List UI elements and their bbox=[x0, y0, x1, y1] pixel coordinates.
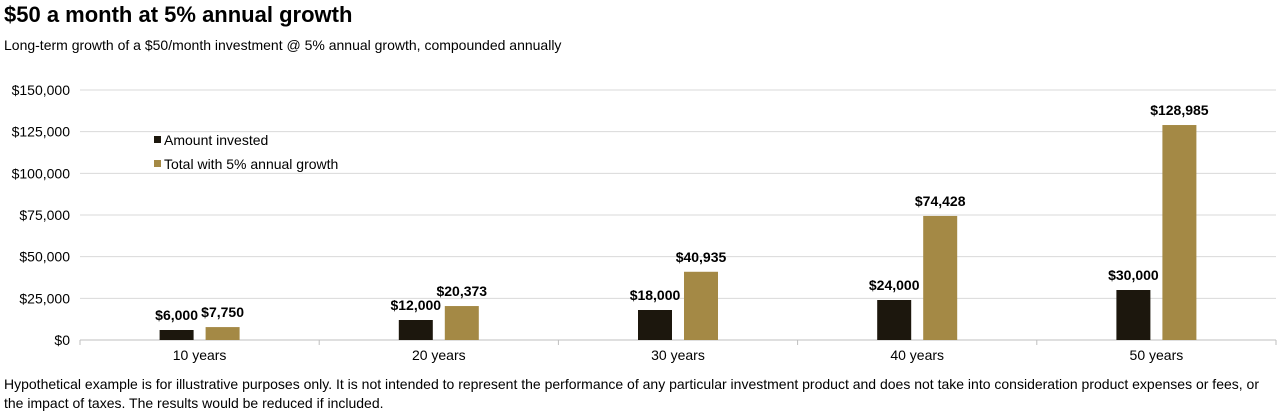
legend-label: Total with 5% annual growth bbox=[164, 156, 338, 172]
y-tick-label: $0 bbox=[54, 332, 70, 348]
data-label: $20,373 bbox=[436, 283, 487, 299]
data-label: $7,750 bbox=[201, 304, 244, 320]
chart-subtitle: Long-term growth of a $50/month investme… bbox=[4, 37, 562, 53]
bar-amount-invested bbox=[638, 310, 672, 340]
x-tick-label: 20 years bbox=[412, 347, 466, 363]
data-label: $40,935 bbox=[676, 249, 727, 265]
data-label: $12,000 bbox=[390, 297, 441, 313]
data-label: $6,000 bbox=[155, 307, 198, 323]
data-label: $30,000 bbox=[1108, 267, 1159, 283]
bar-total-growth bbox=[444, 306, 479, 340]
bar-total-growth bbox=[923, 215, 958, 340]
chart-title: $50 a month at 5% annual growth bbox=[4, 2, 353, 27]
legend-label: Amount invested bbox=[164, 132, 268, 148]
bar-chart: $0 $25,000 $50,000 $75,000 $100,000 $125,000 $… bbox=[12, 82, 1277, 363]
footnote: Hypothetical example is for illustrative… bbox=[4, 376, 1259, 411]
data-label: $18,000 bbox=[630, 287, 681, 303]
bar-amount-invested bbox=[398, 320, 433, 340]
data-label: $128,985 bbox=[1150, 102, 1209, 118]
bar-total-growth bbox=[1162, 125, 1197, 341]
bar-total-growth bbox=[205, 327, 240, 340]
x-tick-label: 30 years bbox=[651, 347, 705, 363]
bar-total-growth bbox=[684, 271, 718, 340]
y-tick-label: $125,000 bbox=[12, 124, 71, 140]
legend-swatch-total-growth bbox=[154, 160, 161, 167]
x-tick-label: 40 years bbox=[890, 347, 944, 363]
x-tick-label: 50 years bbox=[1130, 347, 1184, 363]
y-tick-label: $75,000 bbox=[19, 207, 70, 223]
y-tick-label: $50,000 bbox=[19, 249, 70, 265]
bar-amount-invested bbox=[1116, 290, 1151, 340]
y-tick-label: $25,000 bbox=[19, 290, 70, 306]
data-label: $24,000 bbox=[869, 277, 920, 293]
bar-amount-invested bbox=[159, 330, 194, 340]
x-tick-label: 10 years bbox=[173, 347, 227, 363]
y-tick-label: $100,000 bbox=[12, 165, 71, 181]
data-label: $74,428 bbox=[915, 193, 966, 209]
legend-swatch-amount-invested bbox=[154, 136, 161, 143]
y-tick-label: $150,000 bbox=[12, 82, 71, 98]
bar-amount-invested bbox=[877, 300, 912, 340]
